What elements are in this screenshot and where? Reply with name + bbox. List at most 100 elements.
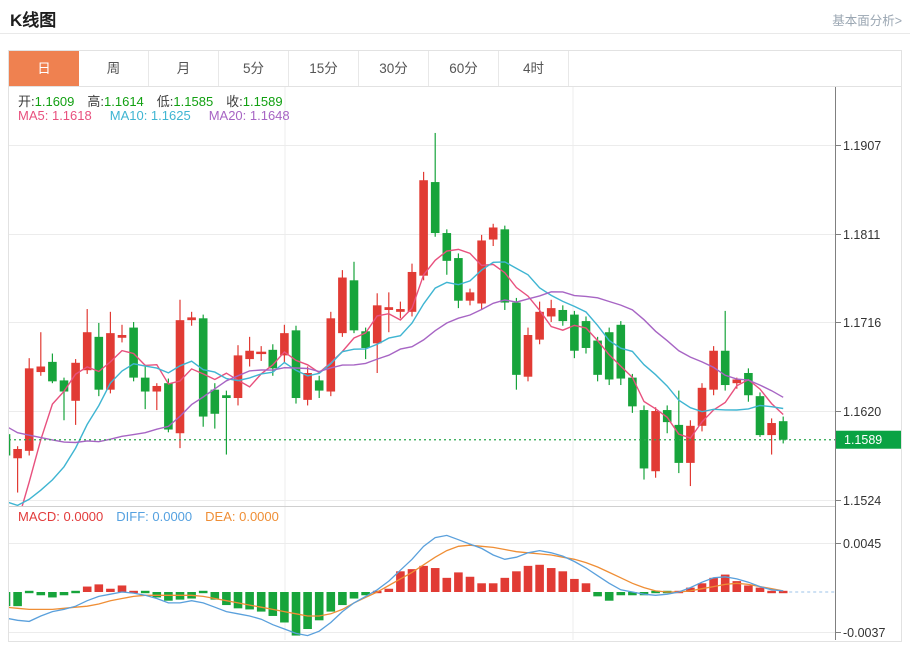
price-axis-label: 1.1811 <box>843 228 880 242</box>
macd-bar <box>767 590 776 594</box>
candle <box>570 310 579 359</box>
candle <box>59 377 69 421</box>
candle <box>71 359 80 425</box>
macd-layer <box>9 534 835 637</box>
candle <box>697 383 707 432</box>
macd-bar <box>245 592 254 610</box>
macd-bar <box>651 590 660 594</box>
ma20-line <box>9 291 784 444</box>
candle <box>686 420 695 487</box>
last-price-badge: 1.1589 <box>836 430 901 449</box>
candle <box>164 378 173 433</box>
tab-30min[interactable]: 30分 <box>359 51 429 86</box>
macd-bar <box>442 577 452 592</box>
candle <box>326 311 336 397</box>
candle <box>303 366 312 406</box>
candle <box>593 336 602 382</box>
macd-bar <box>314 592 324 621</box>
price-axis-label: 1.1907 <box>843 139 881 153</box>
tab-5min[interactable]: 5分 <box>219 51 289 86</box>
macd-bar <box>140 590 150 594</box>
price-axis-label: 1.1524 <box>843 494 881 508</box>
macd-bar <box>581 583 591 592</box>
macd-bar <box>268 592 278 616</box>
macd-bar <box>558 571 568 592</box>
tab-month[interactable]: 月 <box>149 51 219 86</box>
candle <box>210 383 220 429</box>
macd-bar <box>523 565 533 592</box>
candle <box>140 364 150 410</box>
candles-layer <box>9 132 788 506</box>
macd-bar <box>732 581 742 592</box>
candle <box>767 418 776 455</box>
macd-bar <box>512 571 521 592</box>
macd-bar <box>338 592 347 606</box>
candle <box>488 223 498 247</box>
macd-bar <box>198 590 208 594</box>
candle <box>372 293 382 373</box>
candle <box>454 253 463 309</box>
candle <box>82 309 92 374</box>
macd-bar <box>233 592 243 609</box>
candle <box>152 383 162 411</box>
candle <box>106 311 115 394</box>
macd-bar <box>570 578 579 592</box>
tab-day[interactable]: 日 <box>9 51 79 86</box>
candle <box>500 225 510 310</box>
macd-bar <box>744 585 753 592</box>
macd-bar <box>430 568 440 592</box>
candle <box>419 171 428 281</box>
candle <box>268 344 278 376</box>
candle <box>117 324 127 343</box>
macd-bar <box>628 592 637 596</box>
candle <box>616 321 626 386</box>
candle <box>477 234 486 310</box>
macd-bar <box>256 592 266 612</box>
tab-week[interactable]: 周 <box>79 51 149 86</box>
candle <box>546 299 556 323</box>
candle <box>778 416 788 444</box>
macd-bar <box>407 569 417 592</box>
candle <box>175 299 185 449</box>
price-axis-label: 1.1716 <box>843 316 881 330</box>
last-price-value: 1.1589 <box>844 433 882 447</box>
candle <box>291 325 301 404</box>
candle <box>430 132 440 237</box>
fundamental-analysis-link[interactable]: 基本面分析> <box>832 14 902 28</box>
candle <box>604 327 614 386</box>
macd-bar <box>488 583 498 592</box>
macd-bar <box>280 592 289 623</box>
candle <box>13 446 22 493</box>
macd-bar <box>697 583 707 592</box>
kline-chart[interactable]: 1.1907 1.1811 1.1716 1.1620 1.1524 0.0045 -0.0… <box>9 87 901 641</box>
macd-bar <box>71 590 80 594</box>
macd-bar <box>106 588 115 592</box>
candle <box>222 390 231 455</box>
macd-bar <box>535 564 544 592</box>
candle <box>651 407 660 478</box>
macd-bar <box>419 565 428 592</box>
candle <box>720 310 730 391</box>
candle <box>581 316 591 354</box>
tab-60min[interactable]: 60分 <box>429 51 499 86</box>
macd-bar <box>500 577 510 592</box>
macd-bar <box>546 568 556 592</box>
candle <box>523 327 533 382</box>
macd-bar <box>593 592 602 597</box>
macd-bar <box>82 586 92 592</box>
candle <box>48 353 57 384</box>
macd-bar <box>9 592 11 607</box>
chart-area: 1.1907 1.1811 1.1716 1.1620 1.1524 0.0045 -0.0… <box>9 87 901 641</box>
macd-bar <box>477 583 486 592</box>
candle <box>639 405 649 480</box>
candle <box>338 270 347 337</box>
macd-bar <box>13 592 22 607</box>
tab-15min[interactable]: 15分 <box>289 51 359 86</box>
tab-4hour[interactable]: 4时 <box>499 51 569 86</box>
macd-bar <box>384 588 394 592</box>
candle <box>24 358 34 456</box>
macd-bar <box>686 587 695 592</box>
macd-bar <box>210 592 220 600</box>
candle <box>245 336 254 367</box>
ma10-line <box>9 261 784 506</box>
